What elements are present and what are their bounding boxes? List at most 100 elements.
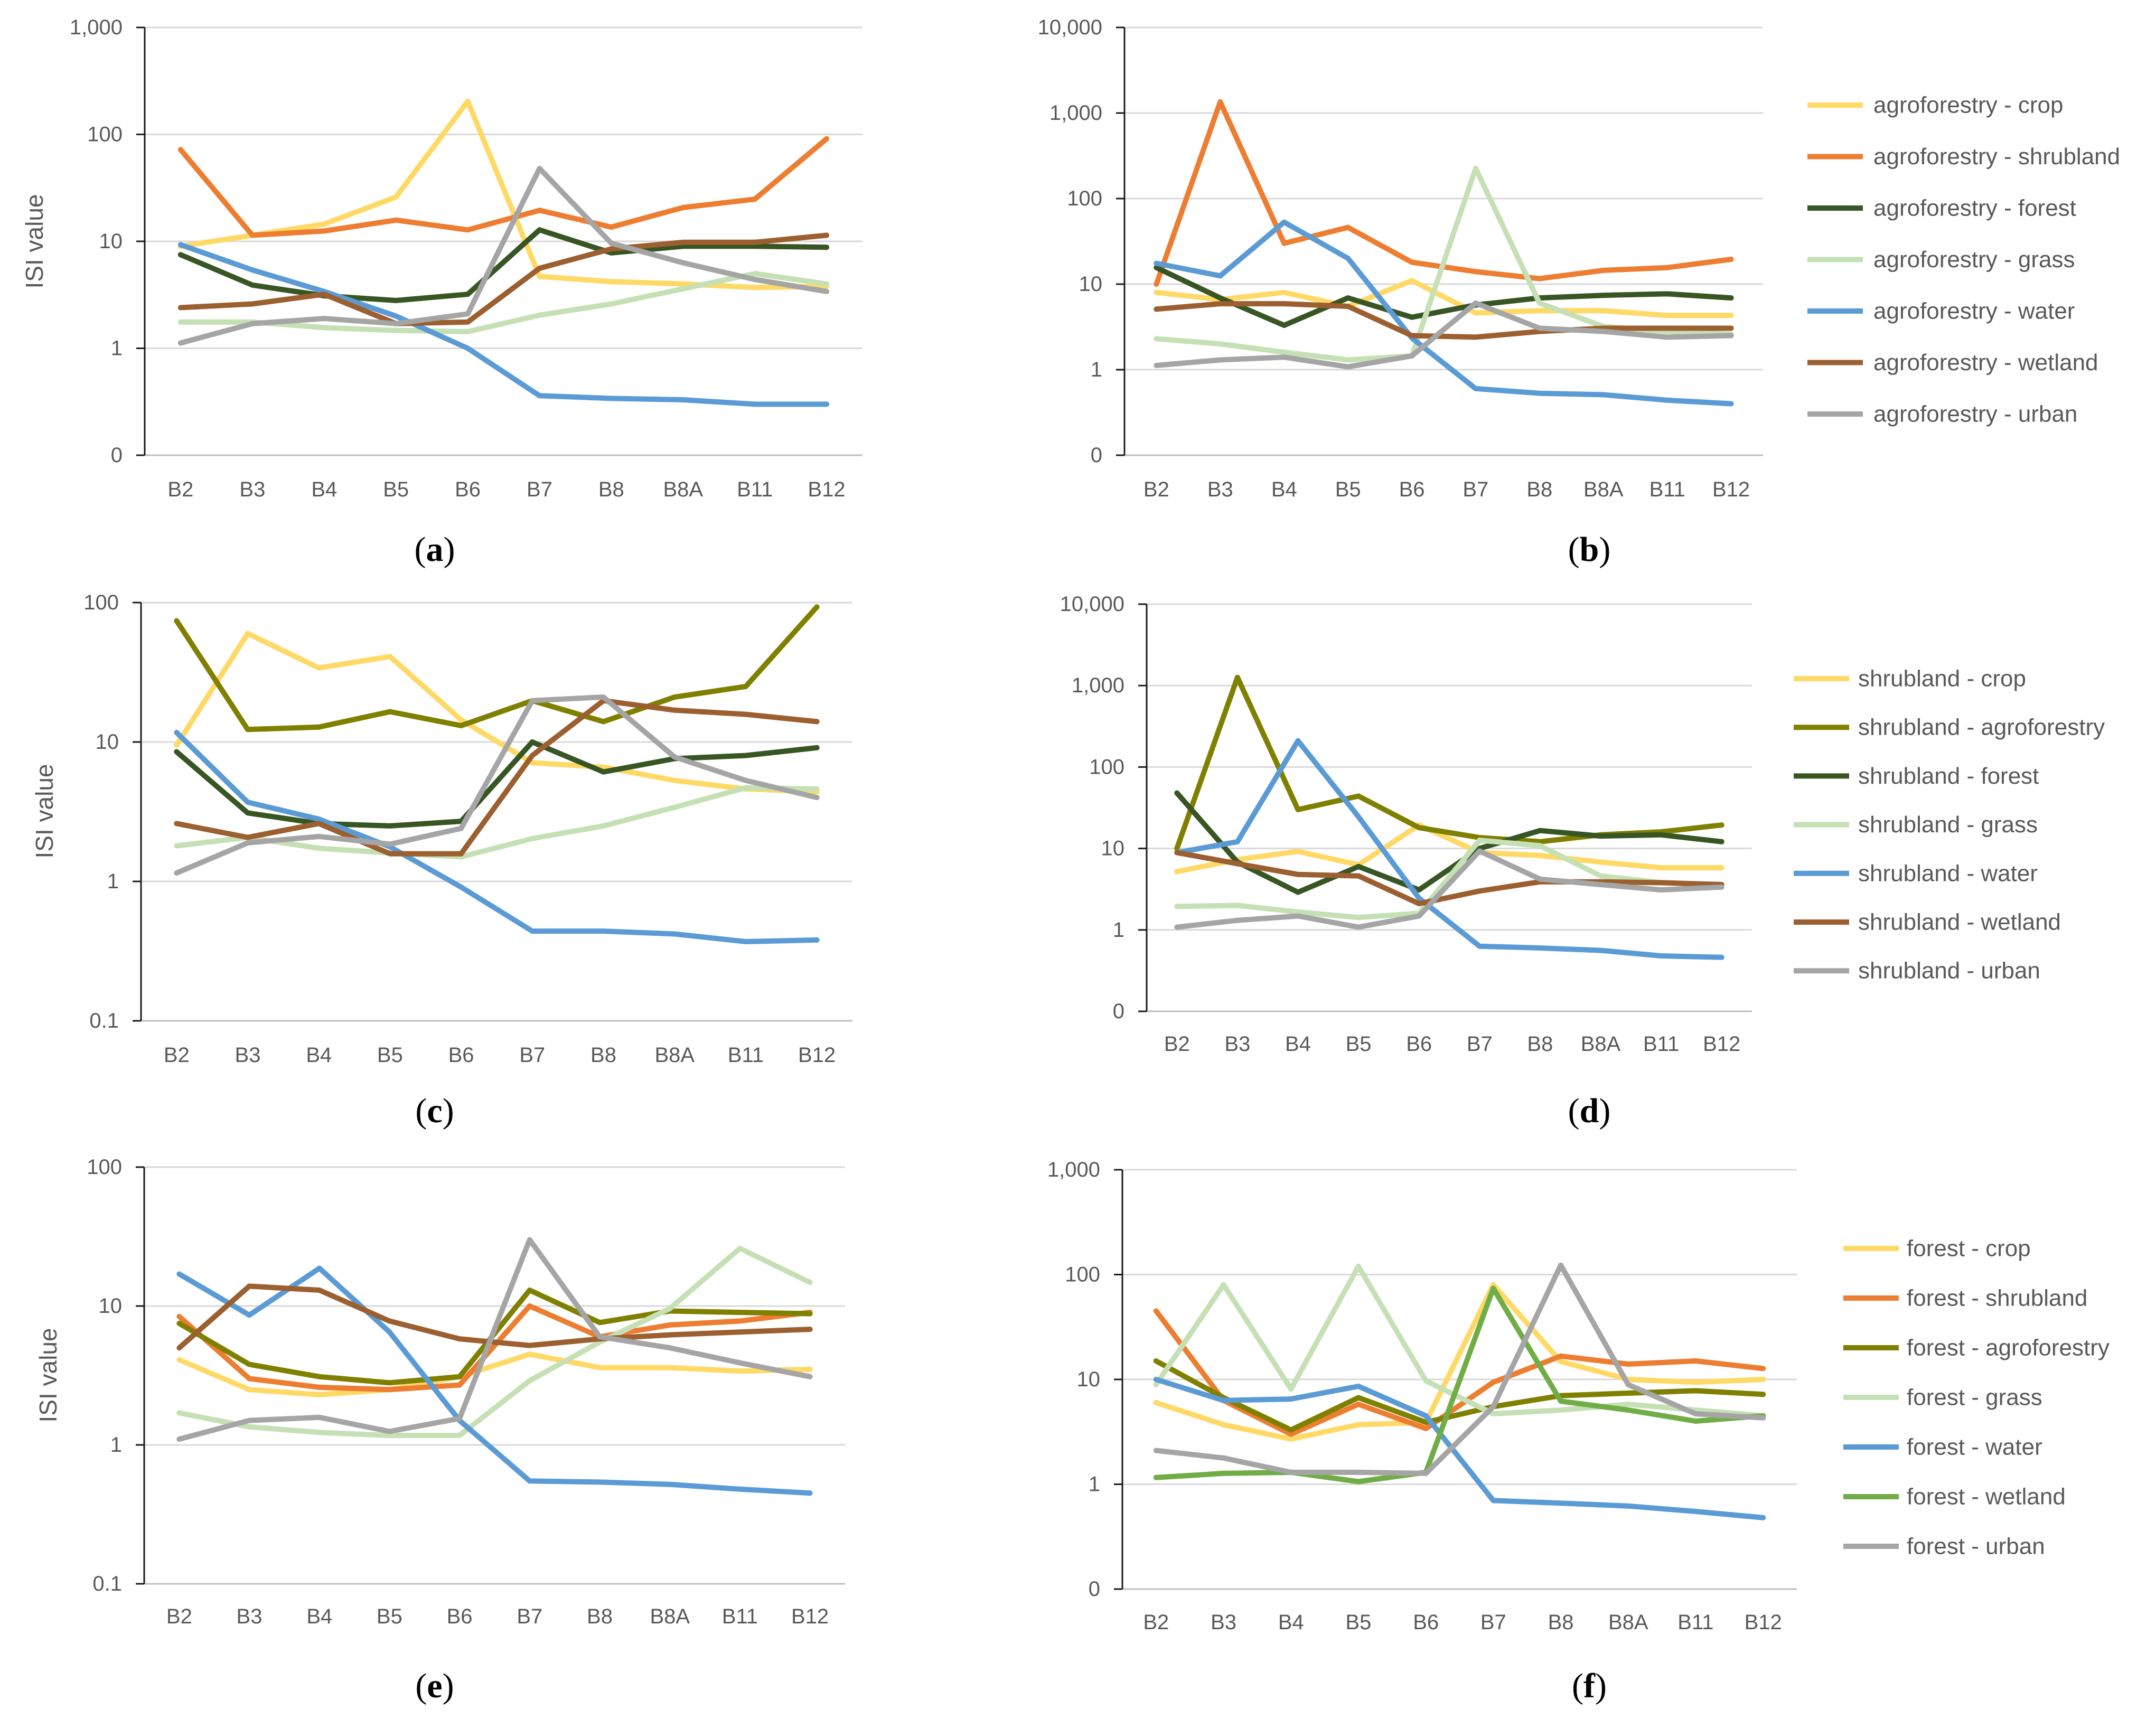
data-point-forest-agroforestry-b5 — [1355, 1395, 1361, 1401]
y-tick-label: 0 — [111, 444, 123, 467]
data-point-forest-urban-b11 — [1693, 1411, 1699, 1417]
data-point-agroforestry-water-b5 — [1345, 256, 1351, 261]
data-point-forest-grass-b12 — [807, 1280, 813, 1285]
data-point-agroforestry-grass-b11 — [752, 271, 758, 276]
data-point-forest-urban-b6 — [1423, 1470, 1429, 1476]
x-tick-label: B8A — [650, 1605, 690, 1628]
series-line-agroforestry-wetland — [1154, 301, 1734, 340]
data-point-shrubland-urban-b2 — [1174, 924, 1180, 930]
x-tick-label: B3 — [1207, 478, 1233, 501]
series-line-shrubland-agroforestry — [1174, 674, 1724, 851]
data-point-agroforestry-forest-b12 — [824, 245, 829, 250]
data-point-forest-shrubland-b11 — [737, 1318, 743, 1324]
x-tick-label: B12 — [1712, 478, 1750, 501]
x-tick-label: B4 — [311, 478, 337, 501]
series-line-forest-crop — [1153, 1282, 1766, 1442]
data-point-forest-grass-b6 — [1423, 1378, 1429, 1384]
data-point-shrubland-wetland-b5 — [1356, 873, 1362, 879]
data-point-shrubland-wetland-b6 — [1416, 901, 1422, 907]
legend-entry-agroforestry-crop: agroforestry - crop — [1807, 92, 2063, 118]
data-point-shrubland-urban-b4 — [316, 833, 322, 839]
data-point-shrubland-wetland-b5 — [387, 851, 393, 857]
series-line-forest-wetland — [176, 1283, 813, 1351]
legend-label: agroforestry - forest — [1873, 195, 2076, 221]
data-point-agroforestry-urban-b8 — [608, 240, 614, 246]
data-point-forest-urban-b3 — [247, 1417, 252, 1423]
data-point-forest-shrubland-b8a — [1625, 1361, 1631, 1367]
series-agroforestry-shrubland — [177, 136, 829, 238]
series-line-forest-wetland — [1153, 1285, 1766, 1485]
legend-label: shrubland - urban — [1858, 958, 2040, 984]
panel-label: (c) — [415, 1092, 454, 1130]
data-point-forest-wetland-b7 — [1491, 1285, 1496, 1291]
data-point-shrubland-forest-b8 — [601, 769, 606, 775]
data-point-agroforestry-urban-b3 — [1217, 357, 1223, 363]
data-point-agroforestry-wetland-b3 — [1217, 301, 1223, 307]
data-point-agroforestry-wetland-b12 — [824, 232, 829, 238]
legend-label: forest - water — [1907, 1434, 2042, 1460]
y-axis-title: ISI value — [34, 1328, 62, 1423]
series-line-shrubland-water — [1174, 738, 1724, 960]
y-tick-label: 0.1 — [89, 1009, 119, 1032]
x-axis-labels: B2 B3 B4 B5 B6 B7 B8 B8A B11 B12 — [1143, 478, 1750, 501]
legend-entry-agroforestry-wetland: agroforestry - wetland — [1807, 350, 2098, 375]
data-point-agroforestry-forest-b8a — [1600, 293, 1606, 298]
data-point-agroforestry-grass-b8a — [680, 286, 686, 292]
data-point-shrubland-wetland-b8a — [672, 707, 678, 713]
x-tick-label: B11 — [728, 1044, 764, 1067]
data-point-agroforestry-wetland-b11 — [1664, 325, 1670, 331]
x-tick-label: B12 — [1703, 1032, 1740, 1056]
data-point-agroforestry-grass-b4 — [321, 325, 327, 331]
y-tick-label: 10 — [99, 1294, 123, 1318]
data-point-shrubland-forest-b2 — [174, 749, 180, 755]
data-point-shrubland-agroforestry-b8 — [601, 719, 606, 725]
data-point-agroforestry-wetland-b7 — [1473, 334, 1478, 340]
series-line-forest-shrubland — [176, 1303, 813, 1393]
x-tick-label: B8 — [587, 1605, 613, 1628]
series-line-shrubland-forest — [1174, 790, 1724, 895]
data-point-agroforestry-urban-b7 — [1473, 300, 1478, 306]
y-tick-label: 1 — [111, 337, 123, 360]
legend-entry-forest-wetland: forest - wetland — [1843, 1484, 2066, 1510]
data-point-forest-urban-b3 — [1221, 1455, 1226, 1461]
data-point-shrubland-wetland-b6 — [458, 851, 464, 857]
data-point-forest-wetland-b7 — [527, 1342, 532, 1348]
x-tick-label: B4 — [306, 1044, 332, 1067]
x-tick-label: B7 — [527, 478, 552, 501]
data-point-forest-agroforestry-b12 — [1760, 1392, 1766, 1397]
legend: agroforestry - crop agroforestry - shrubl… — [1807, 92, 2120, 427]
x-tick-label: B7 — [519, 1044, 545, 1067]
data-point-shrubland-grass-b8a — [672, 804, 678, 810]
data-point-forest-wetland-b3 — [1221, 1470, 1226, 1476]
data-point-shrubland-crop-b6 — [458, 717, 464, 723]
data-point-agroforestry-crop-b6 — [1409, 278, 1415, 284]
data-point-shrubland-agroforestry-b6 — [1416, 825, 1422, 831]
data-point-forest-shrubland-b8a — [667, 1322, 673, 1328]
data-point-forest-grass-b6 — [457, 1433, 463, 1439]
data-point-forest-urban-b7 — [527, 1237, 532, 1243]
data-point-agroforestry-urban-b11 — [752, 277, 758, 283]
data-point-shrubland-crop-b2 — [174, 742, 180, 748]
data-point-agroforestry-urban-b4 — [321, 316, 327, 322]
y-tick-label: 10 — [99, 230, 123, 253]
legend-entry-shrubland-water: shrubland - water — [1794, 860, 2038, 886]
data-point-forest-urban-b8 — [1558, 1262, 1564, 1268]
data-point-forest-agroforestry-b8 — [597, 1320, 603, 1326]
series-line-agroforestry-grass — [177, 271, 829, 334]
y-tick-label: 1 — [1089, 1473, 1100, 1496]
data-point-agroforestry-water-b7 — [537, 393, 542, 399]
y-tick-label: 1,000 — [1049, 101, 1102, 125]
data-point-shrubland-urban-b5 — [1356, 924, 1362, 930]
data-point-shrubland-water-b8 — [601, 928, 606, 934]
y-tick-label: 0 — [1113, 1000, 1124, 1023]
data-point-forest-grass-b11 — [737, 1245, 743, 1251]
series-line-agroforestry-shrubland — [177, 136, 829, 238]
x-tick-label: B5 — [1345, 1611, 1371, 1634]
legend-label: agroforestry - wetland — [1873, 350, 2098, 375]
legend-label: forest - crop — [1907, 1236, 2031, 1262]
data-point-shrubland-grass-b8 — [601, 823, 606, 829]
series-group — [1154, 99, 1734, 407]
data-point-forest-agroforestry-b2 — [176, 1320, 182, 1326]
